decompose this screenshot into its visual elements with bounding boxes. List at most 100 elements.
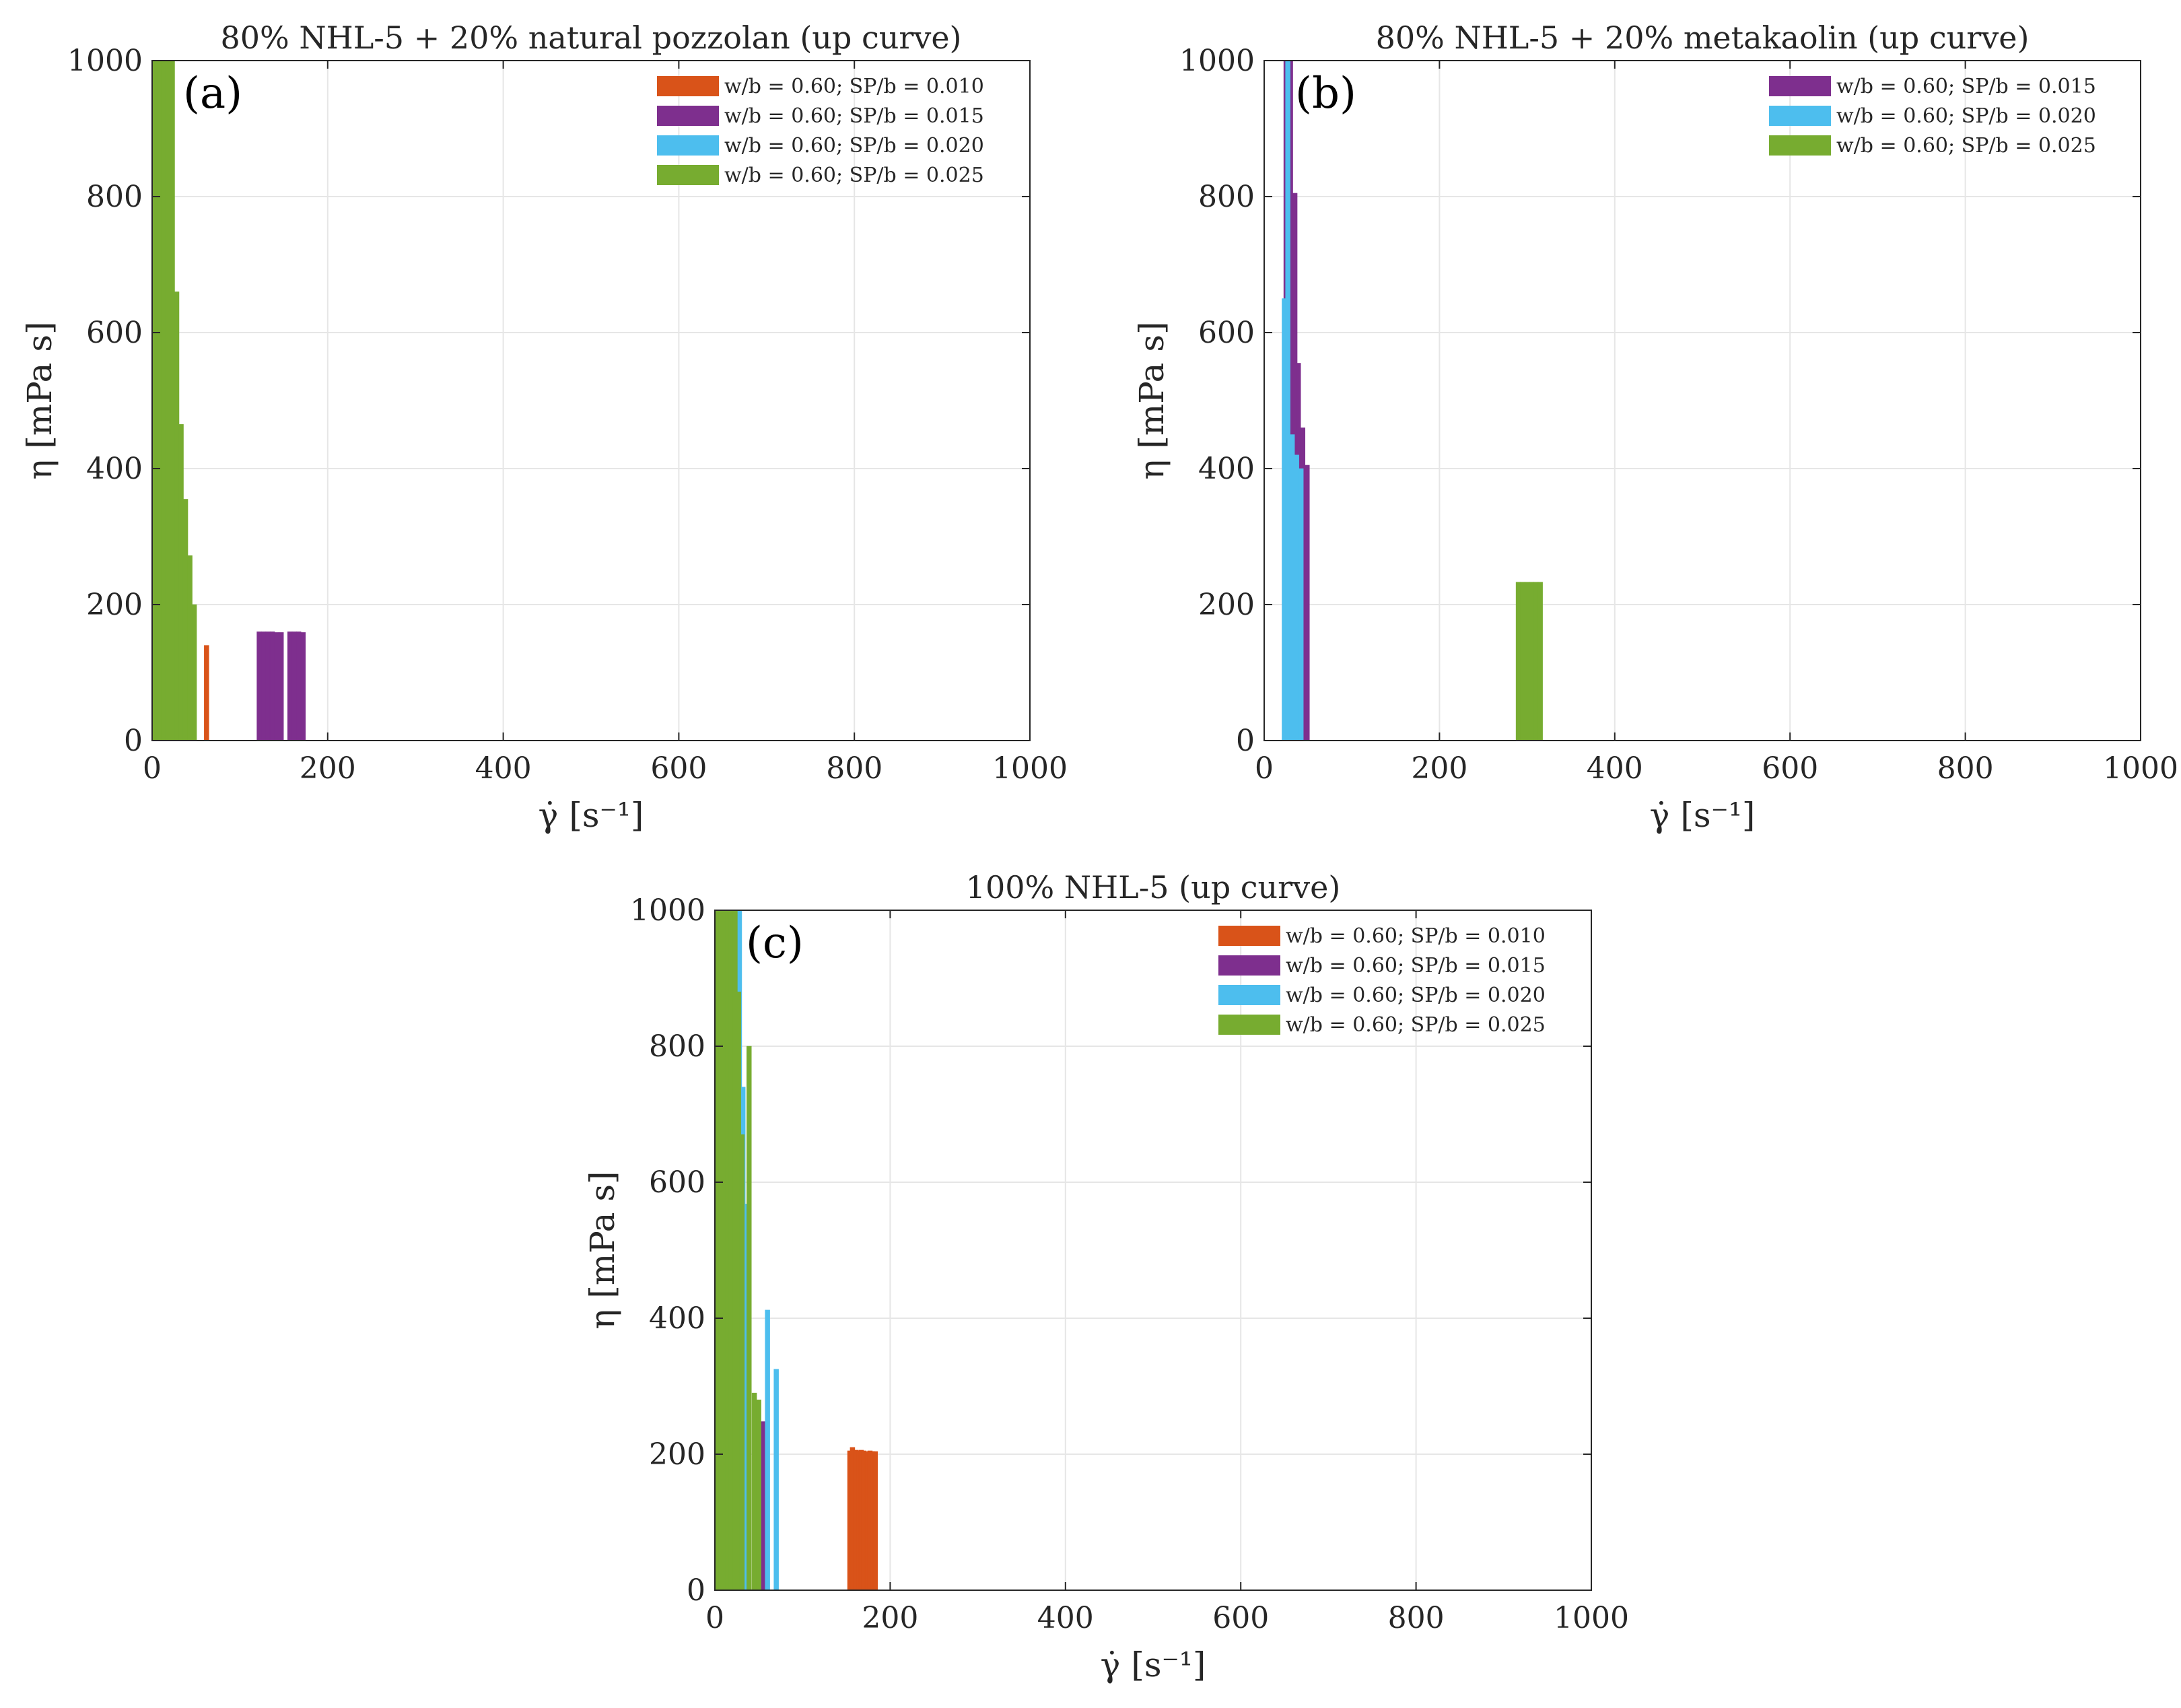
bar xyxy=(261,631,267,741)
panel-label: (b) xyxy=(1295,69,1356,118)
bar xyxy=(756,1399,761,1591)
bar xyxy=(760,1421,766,1591)
bar xyxy=(300,632,306,741)
legend-entry: w/b = 0.60; SP/b = 0.025 xyxy=(1286,1013,1546,1037)
y-tick-label: 400 xyxy=(86,452,143,486)
bar xyxy=(187,555,193,741)
grid xyxy=(1264,61,2141,741)
y-tick-label: 800 xyxy=(86,180,143,214)
legend-swatch xyxy=(1769,106,1831,126)
grid xyxy=(152,61,1030,741)
legend-swatch xyxy=(657,135,719,156)
x-tick-label: 800 xyxy=(1388,1601,1445,1635)
y-tick-label: 600 xyxy=(649,1165,705,1200)
bar xyxy=(1305,465,1310,741)
x-tick-label: 400 xyxy=(1587,751,1643,786)
bar xyxy=(1294,454,1299,741)
x-tick-label: 400 xyxy=(475,751,532,786)
axes-frame xyxy=(151,60,1031,741)
y-tick-label: 400 xyxy=(1198,452,1255,486)
chart-title: 80% NHL-5 + 20% natural pozzolan (up cur… xyxy=(220,20,961,56)
y-tick-label: 800 xyxy=(649,1029,705,1064)
bar xyxy=(1289,434,1295,741)
bar xyxy=(269,631,275,741)
bar xyxy=(751,1392,757,1591)
chart-title: 80% NHL-5 + 20% metakaolin (up curve) xyxy=(1376,20,2030,56)
axes-frame xyxy=(1263,60,2141,741)
bars xyxy=(1282,60,1543,741)
panel-label: (c) xyxy=(746,918,804,968)
x-tick-label: 800 xyxy=(1937,751,1994,786)
legend-entry: w/b = 0.60; SP/b = 0.025 xyxy=(1836,134,2096,158)
x-tick-label: 800 xyxy=(826,751,882,786)
x-tick-label: 0 xyxy=(705,1601,724,1635)
legend-swatch xyxy=(657,106,719,126)
x-tick-label: 0 xyxy=(1255,751,1274,786)
bar xyxy=(182,499,188,741)
axes-frame xyxy=(714,910,1592,1591)
chart-panel-3: 0 200 400 600 800 1000 0 200 400 600 800 1000 100% N… xyxy=(583,869,1629,1684)
legend-entry: w/b = 0.60; SP/b = 0.015 xyxy=(724,104,984,128)
y-tick-label: 0 xyxy=(124,724,143,758)
bar xyxy=(204,645,209,741)
bar xyxy=(161,60,166,741)
bars xyxy=(715,910,878,1591)
y-tick-label: 600 xyxy=(1198,316,1255,350)
legend-swatch xyxy=(1218,955,1280,976)
legend-entry: w/b = 0.60; SP/b = 0.015 xyxy=(1286,954,1546,978)
bar xyxy=(739,1134,745,1591)
bar xyxy=(191,604,197,741)
legend-swatch xyxy=(1218,926,1280,946)
legend-entry: w/b = 0.60; SP/b = 0.020 xyxy=(724,134,984,158)
x-tick-label: 1000 xyxy=(2103,751,2178,786)
x-tick-label: 400 xyxy=(1037,1601,1094,1635)
chart-panel-2: 0 200 400 600 800 1000 0 200 400 600 800 1000 80% NH… xyxy=(1132,20,2178,835)
bar xyxy=(1524,582,1530,741)
bar xyxy=(1285,60,1290,741)
bar xyxy=(1537,582,1543,741)
bar xyxy=(152,60,158,741)
bar xyxy=(156,60,162,741)
legend-entry: w/b = 0.60; SP/b = 0.015 xyxy=(1836,75,2096,98)
x-axis-label: γ̇ [s⁻¹] xyxy=(1650,796,1756,835)
bar xyxy=(872,1451,878,1591)
y-axis-label: η [mPa s] xyxy=(20,321,59,479)
legend: w/b = 0.60; SP/b = 0.010 w/b = 0.60; SP/b… xyxy=(657,75,984,187)
bar xyxy=(170,60,175,741)
y-tick-label: 600 xyxy=(86,316,143,350)
x-tick-label: 600 xyxy=(1762,751,1818,786)
bar xyxy=(1515,582,1521,741)
chart-panel-1: 0 200 400 600 800 1000 0 200 400 600 800 1000 80% NH… xyxy=(20,20,1068,835)
x-tick-label: 600 xyxy=(650,751,707,786)
x-tick-label: 1000 xyxy=(1554,1601,1629,1635)
y-tick-label: 200 xyxy=(649,1437,705,1472)
legend-swatch xyxy=(1218,985,1280,1005)
legend-swatch xyxy=(1218,1015,1280,1035)
x-tick-label: 200 xyxy=(862,1601,918,1635)
legend: w/b = 0.60; SP/b = 0.015 w/b = 0.60; SP/b… xyxy=(1769,75,2096,158)
bar xyxy=(773,1369,779,1591)
bar xyxy=(765,1309,770,1591)
panel-label: (a) xyxy=(183,69,242,118)
y-tick-label: 200 xyxy=(86,588,143,622)
legend-swatch xyxy=(1769,135,1831,156)
x-tick-label: 600 xyxy=(1212,1601,1269,1635)
bar xyxy=(747,1046,752,1591)
y-tick-label: 800 xyxy=(1198,180,1255,214)
legend-entry: w/b = 0.60; SP/b = 0.020 xyxy=(1286,984,1546,1007)
x-tick-label: 200 xyxy=(300,751,356,786)
bar xyxy=(165,60,171,741)
y-axis-label: η [mPa s] xyxy=(1132,321,1171,479)
y-axis-label: η [mPa s] xyxy=(583,1171,622,1329)
bar xyxy=(1529,582,1534,741)
y-tick-label: 400 xyxy=(649,1301,705,1336)
bar xyxy=(178,424,184,741)
bar xyxy=(256,631,262,741)
y-tick-label: 200 xyxy=(1198,588,1255,622)
x-tick-label: 0 xyxy=(143,751,162,786)
legend: w/b = 0.60; SP/b = 0.010 w/b = 0.60; SP/b… xyxy=(1218,924,1546,1037)
bar xyxy=(291,631,297,741)
legend-swatch xyxy=(657,165,719,185)
